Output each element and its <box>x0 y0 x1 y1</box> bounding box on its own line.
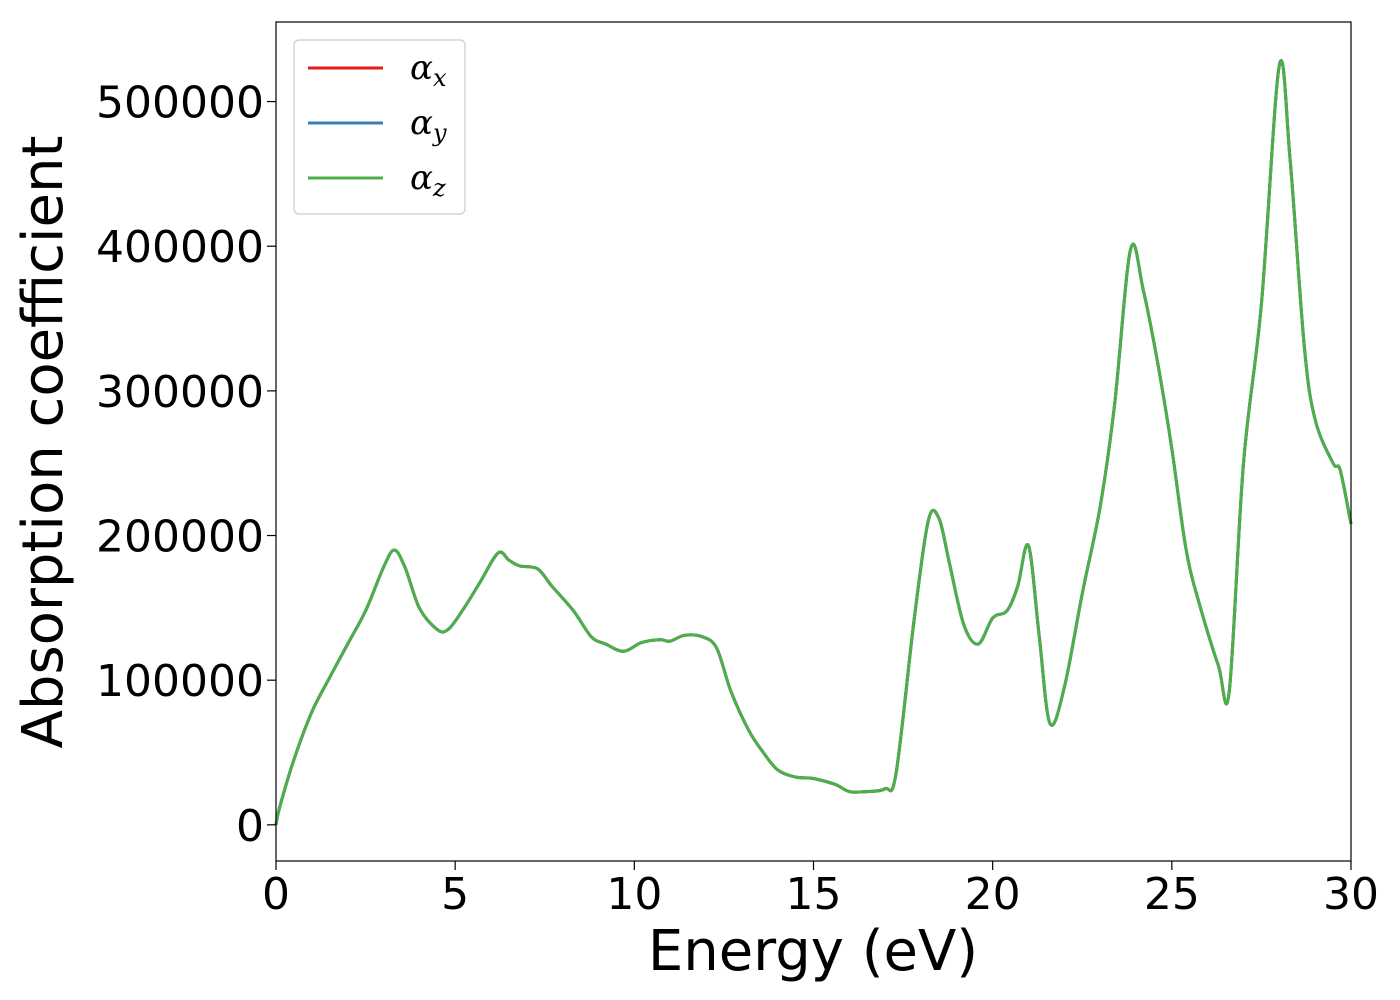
x-tick-label: 0 <box>262 869 290 920</box>
x-tick-label: 30 <box>1323 869 1379 920</box>
x-tick-label: 15 <box>786 869 842 920</box>
y-tick-label: 0 <box>236 801 264 852</box>
series-layer <box>274 59 1353 826</box>
y-tick-label: 500000 <box>96 78 264 129</box>
legend-box <box>293 39 466 215</box>
x-tick-label: 10 <box>606 869 662 920</box>
y-axis: 0 100000 200000 300000 400000 500000 <box>96 78 276 852</box>
legend-label-x: αx <box>410 48 447 92</box>
y-tick-label: 200000 <box>96 512 264 563</box>
series-line-z <box>274 59 1353 826</box>
y-tick-label: 400000 <box>96 222 264 273</box>
x-axis: 0 5 10 15 20 25 30 <box>262 861 1379 920</box>
x-tick-label: 20 <box>965 869 1021 920</box>
x-tick-label: 25 <box>1144 869 1200 920</box>
y-tick-label: 300000 <box>96 367 264 418</box>
x-axis-label: Energy (eV) <box>648 919 978 984</box>
x-tick-label: 5 <box>441 869 469 920</box>
y-axis-label: Absorption coefficient <box>11 136 76 749</box>
y-tick-label: 100000 <box>96 656 264 707</box>
